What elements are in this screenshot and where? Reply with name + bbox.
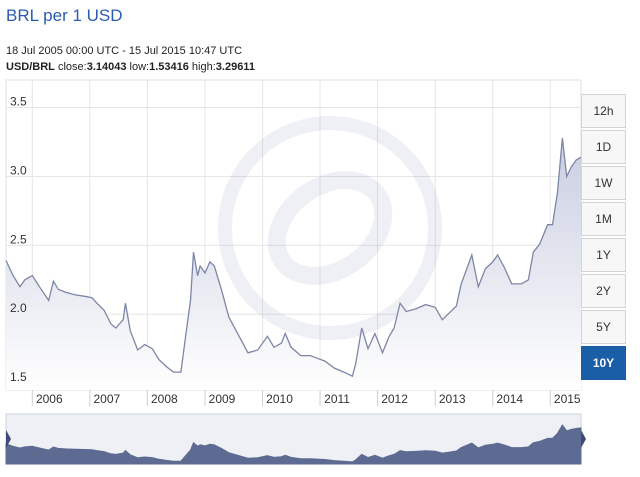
high-value: 3.29611 (215, 61, 255, 73)
low-value: 1.53416 (149, 61, 189, 73)
y-tick-label: 2.5 (10, 232, 27, 246)
page-title: BRL per 1 USD (6, 6, 123, 25)
pair-label: USD/BRL (6, 61, 55, 73)
date-range-label: 18 Jul 2005 00:00 UTC - 15 Jul 2015 10:4… (6, 45, 243, 57)
rate-line (5, 137, 582, 378)
range-button-1d[interactable]: 1D (581, 130, 626, 164)
x-tick-label: 2006 (36, 392, 63, 406)
range-button-2y[interactable]: 2Y (581, 274, 626, 308)
high-label: high: (191, 61, 216, 73)
range-button-1w[interactable]: 1W (581, 166, 626, 200)
y-axis: 1.5 2.0 2.5 3.0 3.5 (10, 95, 27, 385)
x-tick-label: 2015 (554, 392, 581, 406)
y-tick-label: 2.0 (10, 301, 27, 315)
range-buttons: 12h 1D 1W 1M 1Y 2Y 5Y 10Y (581, 94, 626, 382)
x-tick-label: 2012 (381, 392, 408, 406)
xe-watermark-icon (218, 116, 442, 340)
x-tick-label: 2013 (439, 392, 466, 406)
x-tick-label: 2014 (496, 392, 523, 406)
y-tick-label: 3.5 (10, 95, 27, 109)
x-tick-label: 2007 (93, 392, 120, 406)
y-tick-label: 3.0 (10, 163, 27, 177)
low-label: low: (129, 61, 150, 73)
x-axis: 2006 2007 2008 2009 2010 2011 2012 2013 2014 2015 (31, 390, 581, 406)
navigator-left-handle[interactable] (6, 430, 11, 448)
rate-area (6, 137, 581, 390)
close-label: close: (57, 61, 87, 73)
y-tick-label: 1.5 (10, 370, 27, 384)
range-button-10y[interactable]: 10Y (581, 346, 626, 380)
range-button-5y[interactable]: 5Y (581, 310, 626, 344)
range-button-12h[interactable]: 12h (581, 94, 626, 128)
close-value: 3.14043 (86, 61, 127, 73)
x-tick-label: 2008 (151, 392, 178, 406)
navigator-area (5, 424, 582, 465)
x-tick-label: 2010 (266, 392, 293, 406)
x-tick-label: 2009 (209, 392, 236, 406)
range-button-1m[interactable]: 1M (581, 202, 626, 236)
navigator-right-handle[interactable] (581, 430, 586, 448)
x-tick-label: 2011 (324, 392, 350, 406)
rate-stats: USD/BRL close:3.14043 low:1.53416 high:3… (6, 61, 255, 73)
range-button-1y[interactable]: 1Y (581, 238, 626, 272)
